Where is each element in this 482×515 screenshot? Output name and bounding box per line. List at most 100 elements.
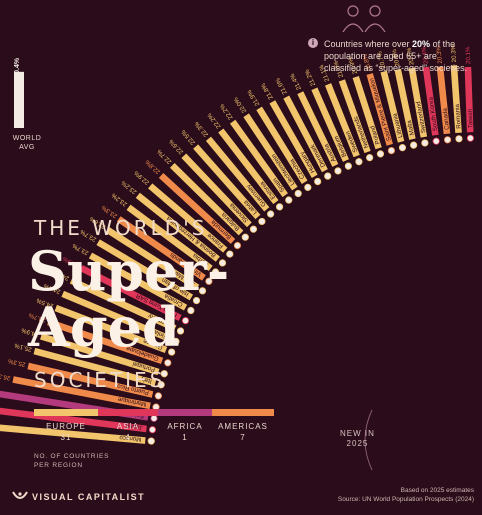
flag-icon xyxy=(233,241,242,250)
title-super: Super- xyxy=(28,239,230,303)
bar xyxy=(69,277,177,332)
flag-icon xyxy=(154,392,162,400)
bar xyxy=(40,333,160,376)
bar-group: Canada 20.3% xyxy=(435,45,452,144)
flag-icon xyxy=(218,259,227,267)
flag-icon xyxy=(387,146,396,155)
bar xyxy=(205,136,270,212)
flag-icon xyxy=(334,167,342,175)
country-label: Italy xyxy=(139,375,153,385)
bar xyxy=(256,106,308,184)
world-average-bar xyxy=(14,71,24,128)
legend-note: NO. OF COUNTRIES PER REGION xyxy=(34,453,110,469)
legend-africa: AFRICA 1 xyxy=(158,409,212,442)
bar xyxy=(324,83,360,158)
value-label: 22.3% xyxy=(193,120,210,138)
value-label: 20.3% xyxy=(435,45,444,64)
country-label: Romania xyxy=(454,103,463,129)
flag-icon xyxy=(211,268,220,276)
bar xyxy=(169,163,244,236)
flag-icon xyxy=(304,183,312,191)
value-label: 21.4% xyxy=(289,72,303,91)
info-text: Countries where over 20% of the populati… xyxy=(324,39,468,73)
value-label: 20.7% xyxy=(376,50,387,69)
elderly-people-icon xyxy=(342,5,386,32)
bar xyxy=(33,347,157,387)
flag-icon xyxy=(432,137,440,145)
bar xyxy=(116,216,206,281)
bar-group: Malta 20.6% xyxy=(391,48,418,149)
bar xyxy=(158,173,236,244)
country-label: Canada xyxy=(442,107,451,130)
bar xyxy=(229,119,288,198)
value-label: 22.6% xyxy=(167,137,184,155)
bar xyxy=(408,67,428,138)
flag-icon xyxy=(148,426,157,434)
flag-icon xyxy=(324,172,332,180)
value-label: 20.6% xyxy=(391,48,402,67)
bar xyxy=(96,239,194,301)
bar xyxy=(61,290,172,343)
value-label: 23.2% xyxy=(120,179,138,196)
value-label: 20.8% xyxy=(361,53,373,72)
flag-icon xyxy=(147,437,155,445)
bar-group: Monaco36.0% xyxy=(0,414,155,445)
value-label: 24.9% xyxy=(20,326,39,338)
country-label: Taiwan xyxy=(467,108,475,128)
flag-icon xyxy=(172,337,180,346)
value-label: 22.9% xyxy=(133,169,151,186)
bar xyxy=(380,70,405,143)
bar-group: Romania 20.3% xyxy=(450,44,463,143)
flag-icon xyxy=(187,306,195,315)
bar xyxy=(269,100,318,178)
country-label: Malta xyxy=(406,119,416,136)
value-label: 20.3% xyxy=(450,44,458,62)
world-average-label: WORLD AVG xyxy=(12,135,42,151)
flag-icon xyxy=(443,136,452,144)
vc-logo-icon xyxy=(12,491,28,499)
value-label: 22.2% xyxy=(206,111,223,130)
flag-icon xyxy=(205,277,213,285)
bar-group: Taiwan 20.1% xyxy=(464,46,475,142)
flag-icon xyxy=(157,381,165,389)
flag-icon xyxy=(455,135,463,143)
flag-icon xyxy=(267,210,275,218)
country-label: Martinique xyxy=(117,395,147,407)
flag-icon xyxy=(164,359,172,367)
brand-name: VISUAL CAPITALIST xyxy=(32,492,146,502)
value-label: 21.6% xyxy=(274,76,289,95)
flag-icon xyxy=(466,134,475,142)
country-label: Monaco xyxy=(119,434,142,443)
world-average-value: 10.4% xyxy=(14,57,21,78)
bar xyxy=(135,192,220,262)
legend-asia: ASIA 4 xyxy=(98,409,158,442)
flag-icon xyxy=(168,348,176,356)
bar xyxy=(464,66,474,133)
bar xyxy=(193,144,261,220)
flag-icon xyxy=(294,189,302,198)
bar xyxy=(105,226,200,291)
value-label: 20.5% xyxy=(406,47,416,66)
flag-icon xyxy=(249,225,258,233)
bar-group: Italy 25.1% xyxy=(13,341,165,389)
country-label: Lithuania xyxy=(391,112,404,139)
flag-icon xyxy=(421,139,429,147)
country-label: Japan xyxy=(125,422,143,431)
flag-icon xyxy=(355,158,363,166)
flag-icon xyxy=(410,141,418,149)
bar xyxy=(126,204,213,272)
value-label: 22.8% xyxy=(144,158,162,175)
bar xyxy=(79,265,182,321)
title-line-1: THE WORLD'S xyxy=(34,216,208,240)
bar xyxy=(366,73,393,146)
bar xyxy=(283,95,328,173)
legend-europe: EUROPE 31 xyxy=(34,409,98,442)
value-label: 20.4% xyxy=(420,46,429,65)
bar xyxy=(181,153,252,228)
bar xyxy=(450,65,462,134)
legend-americas: AMERICAS 7 xyxy=(212,409,274,442)
value-label: 22.2% xyxy=(218,102,234,121)
bar xyxy=(0,403,147,433)
